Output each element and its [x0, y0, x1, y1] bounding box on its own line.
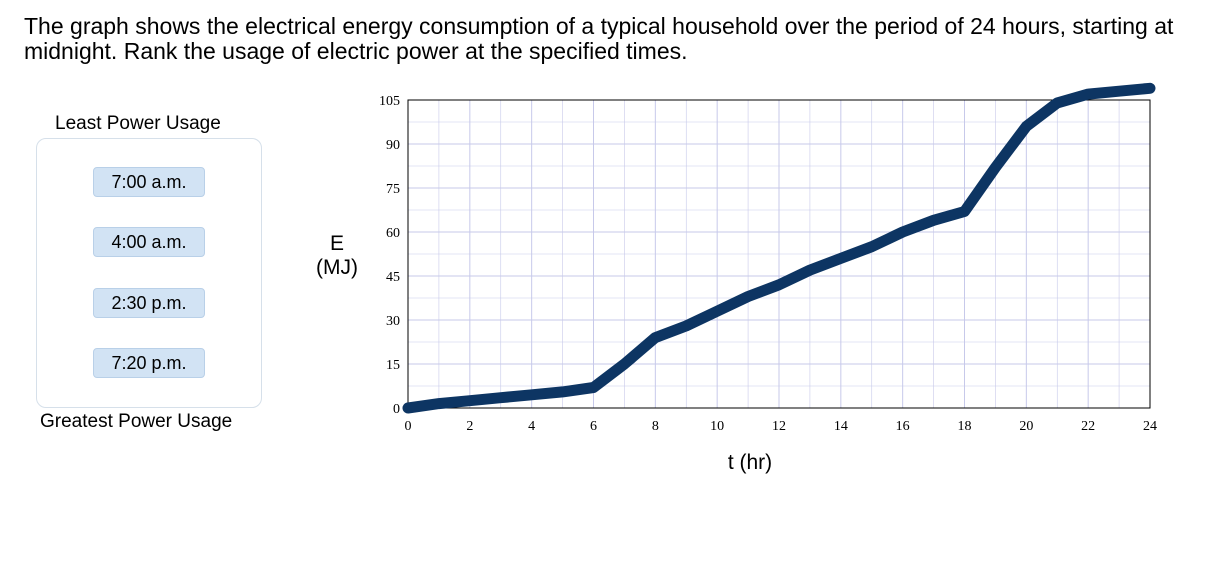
rank-item-400am[interactable]: 4:00 a.m.	[93, 227, 205, 257]
plot-frame	[407, 99, 1151, 409]
y-tick-label: 45	[386, 270, 400, 285]
y-tick-label: 60	[386, 226, 400, 241]
x-tick-label: 0	[405, 419, 412, 434]
y-axis-label-symbol: E	[329, 232, 344, 255]
rank-item-700am[interactable]: 7:00 a.m.	[93, 167, 205, 197]
y-axis-label: E (MJ)	[308, 232, 366, 280]
x-tick-label: 6	[590, 419, 597, 434]
greatest-power-label: Greatest Power Usage	[40, 411, 233, 432]
x-tick-label: 24	[1143, 419, 1157, 434]
y-tick-label: 75	[386, 182, 400, 197]
question-text: The graph shows the electrical energy co…	[24, 13, 1174, 64]
x-tick-label: 14	[834, 419, 848, 434]
y-tick-label: 15	[386, 358, 400, 373]
rank-item-230pm[interactable]: 2:30 p.m.	[93, 288, 205, 318]
x-tick-label: 22	[1081, 419, 1095, 434]
x-tick-label: 20	[1019, 419, 1033, 434]
y-tick-label: 105	[379, 94, 400, 109]
x-tick-label: 12	[772, 419, 786, 434]
y-tick-label: 0	[393, 402, 400, 417]
y-axis-label-unit: (MJ)	[316, 256, 358, 279]
series-layer	[402, 82, 1156, 414]
x-tick-label: 18	[958, 419, 972, 434]
ranking-dropzone[interactable]: 7:00 a.m. 4:00 a.m. 2:30 p.m. 7:20 p.m.	[36, 138, 262, 408]
x-axis-label: t (hr)	[727, 451, 773, 474]
x-tick-label: 8	[652, 419, 659, 434]
energy-curve	[402, 82, 1156, 414]
y-tick-label: 30	[386, 314, 400, 329]
y-tick-label: 90	[386, 138, 400, 153]
rank-item-720pm[interactable]: 7:20 p.m.	[93, 348, 205, 378]
chart-grid	[407, 99, 1151, 409]
x-tick-label: 10	[710, 419, 724, 434]
x-tick-label: 4	[528, 419, 535, 434]
x-tick-label: 16	[896, 419, 910, 434]
least-power-label: Least Power Usage	[55, 113, 221, 134]
x-tick-label: 2	[466, 419, 473, 434]
